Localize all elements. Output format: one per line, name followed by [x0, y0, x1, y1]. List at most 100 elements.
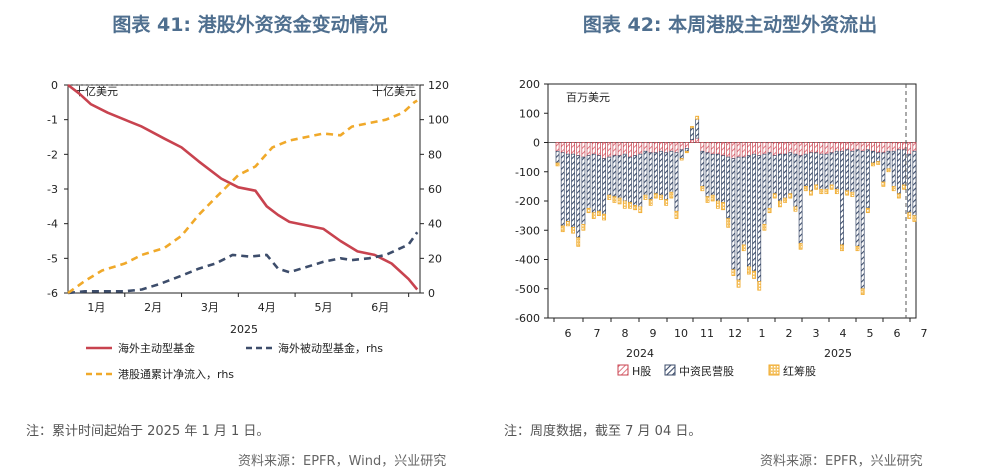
left-chart-title: 图表 41: 港股外资资金变动情况 — [112, 14, 388, 36]
right-bar-segment — [860, 288, 865, 295]
right-bar-segment — [612, 196, 617, 203]
right-bar-segment — [783, 153, 787, 199]
right-bar-segment — [684, 142, 689, 149]
right-bar-segment — [643, 194, 648, 200]
right-bar-segment — [762, 142, 767, 155]
right-bar-segment — [571, 142, 575, 155]
right-ytick-label: -200 — [515, 195, 540, 208]
right-bar-segment — [778, 200, 782, 208]
right-bar-segment — [597, 155, 601, 212]
left-month-label: 2月 — [144, 301, 162, 314]
right-bar-segment — [633, 205, 638, 211]
left-series-line — [67, 99, 418, 295]
left-legend-label: 港股通累计净流入，rhs — [118, 367, 234, 381]
right-bar-segment — [850, 142, 855, 152]
right-bar-segment — [871, 150, 875, 164]
right-bar-segment — [855, 142, 860, 151]
right-bar-segment — [881, 181, 886, 187]
right-bar-segment — [912, 215, 917, 222]
right-bar-segment — [659, 194, 663, 200]
right-bar-segment — [762, 224, 767, 231]
right-bar-segment — [881, 142, 886, 154]
right-bar-segment — [612, 155, 617, 197]
right-bar-segment — [638, 142, 643, 155]
right-bar-segment — [814, 142, 819, 154]
left-ytick-label: -5 — [47, 252, 58, 265]
right-bar-segment — [907, 212, 912, 219]
right-bar-segment — [602, 213, 606, 221]
right-bar-segment — [834, 142, 839, 152]
right-bar-segment — [555, 150, 560, 164]
right-bar-segment — [752, 142, 756, 155]
right-note: 注：周度数据，截至 7 月 04 日。 — [504, 424, 702, 439]
right-bar-segment — [850, 191, 855, 197]
right-bar-segment — [731, 269, 736, 276]
right-bar-segment — [767, 207, 772, 214]
right-bar-segment — [705, 152, 710, 197]
right-month-label: 9 — [650, 327, 657, 340]
right-month-label: 1 — [759, 327, 766, 340]
right-bar-segment — [628, 156, 632, 203]
right-month-label: 8 — [622, 327, 629, 340]
right-ytick-label: -500 — [515, 283, 540, 296]
right-bar-segment — [721, 142, 725, 157]
right-bar-segment — [710, 194, 715, 202]
right-bar-segment — [845, 142, 850, 151]
left-ytick-label: -6 — [47, 287, 58, 300]
right-bar-segment — [586, 155, 591, 209]
right-bar-segment — [648, 152, 653, 200]
right-bar-segment — [653, 193, 658, 199]
right-bar-segment — [876, 152, 881, 162]
right-bar-segment — [860, 142, 865, 152]
right-bar-segment — [565, 221, 570, 227]
right-bar-segment — [586, 142, 591, 157]
right-bar-segment — [824, 142, 829, 155]
right-bar-segment — [679, 149, 684, 159]
right-bar-segment — [907, 142, 912, 155]
left-series-line — [67, 83, 419, 291]
right-year-label: 2024 — [626, 347, 654, 360]
right-bar-segment — [772, 155, 777, 195]
left-month-label: 5月 — [314, 301, 332, 314]
right-bar-segment — [576, 237, 581, 247]
right-year-label: 2025 — [824, 347, 852, 360]
right-month-label: 3 — [813, 327, 820, 340]
right-bar-segment — [788, 142, 793, 154]
right-bar-segment — [726, 142, 731, 158]
right-legend-label: H股 — [632, 365, 651, 378]
left-source: 资料来源：EPFR，Wind，兴业研究 — [238, 454, 447, 469]
right-bar-segment — [829, 142, 834, 154]
right-bar-segment — [767, 142, 772, 154]
left-month-label: 3月 — [201, 301, 219, 314]
right-month-label: 6 — [565, 327, 572, 340]
right-bar-segment — [669, 142, 674, 152]
right-bar-segment — [809, 142, 813, 154]
right-bar-segment — [581, 156, 586, 225]
right-bar-segment — [752, 270, 756, 279]
right-bar-segment — [721, 155, 725, 203]
right-month-label: 7 — [921, 327, 928, 340]
right-bar-segment — [571, 226, 575, 234]
right-bar-segment — [798, 142, 803, 157]
right-bar-segment — [819, 142, 824, 155]
right-bar-segment — [772, 142, 777, 157]
left-ytick-label: 0 — [51, 79, 58, 92]
right-bar-segment — [622, 142, 627, 155]
right-bar-segment — [855, 149, 860, 247]
right-bar-segment — [865, 142, 870, 151]
right-bar-segment — [778, 142, 782, 155]
right-bar-segment — [648, 199, 653, 206]
right-ytick-label: -100 — [515, 166, 540, 179]
right-ytick-label: -600 — [515, 312, 540, 325]
right-bar-segment — [829, 184, 834, 190]
right-legend-swatch — [768, 364, 780, 376]
right-bar-segment — [576, 155, 581, 238]
right-legend-label: 中资民营股 — [679, 364, 734, 378]
right-bar-segment — [571, 153, 575, 228]
right-bar-segment — [679, 142, 684, 151]
right-bar-segment — [690, 127, 694, 140]
right-bar-segment — [746, 266, 751, 275]
left-unit-right: 十亿美元 — [372, 84, 416, 98]
right-bar-segment — [896, 149, 901, 195]
